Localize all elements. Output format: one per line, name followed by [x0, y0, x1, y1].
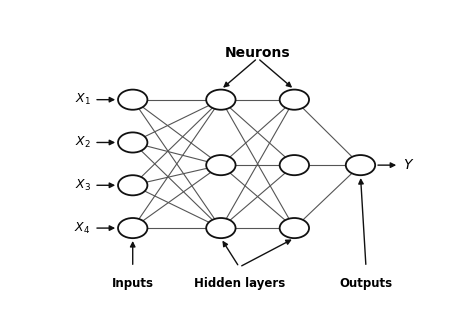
- Text: Outputs: Outputs: [339, 277, 392, 290]
- Circle shape: [346, 155, 375, 175]
- Circle shape: [206, 218, 236, 238]
- Text: Inputs: Inputs: [112, 277, 154, 290]
- Text: $\mathbf{\it{X_2}}$: $\mathbf{\it{X_2}}$: [75, 135, 91, 150]
- Circle shape: [118, 90, 147, 110]
- Circle shape: [118, 218, 147, 238]
- Circle shape: [280, 218, 309, 238]
- Text: $\mathbf{\it{X_4}}$: $\mathbf{\it{X_4}}$: [74, 220, 91, 236]
- Text: $\mathbf{\it{X_3}}$: $\mathbf{\it{X_3}}$: [74, 178, 91, 193]
- Circle shape: [206, 155, 236, 175]
- Text: Neurons: Neurons: [225, 45, 291, 60]
- Text: $\mathbf{\it{X_1}}$: $\mathbf{\it{X_1}}$: [74, 92, 91, 107]
- Circle shape: [118, 175, 147, 195]
- Circle shape: [206, 90, 236, 110]
- Circle shape: [118, 132, 147, 152]
- Text: $\mathbf{\it{Y}}$: $\mathbf{\it{Y}}$: [403, 158, 414, 172]
- Text: Hidden layers: Hidden layers: [193, 277, 285, 290]
- Circle shape: [280, 90, 309, 110]
- Circle shape: [280, 155, 309, 175]
